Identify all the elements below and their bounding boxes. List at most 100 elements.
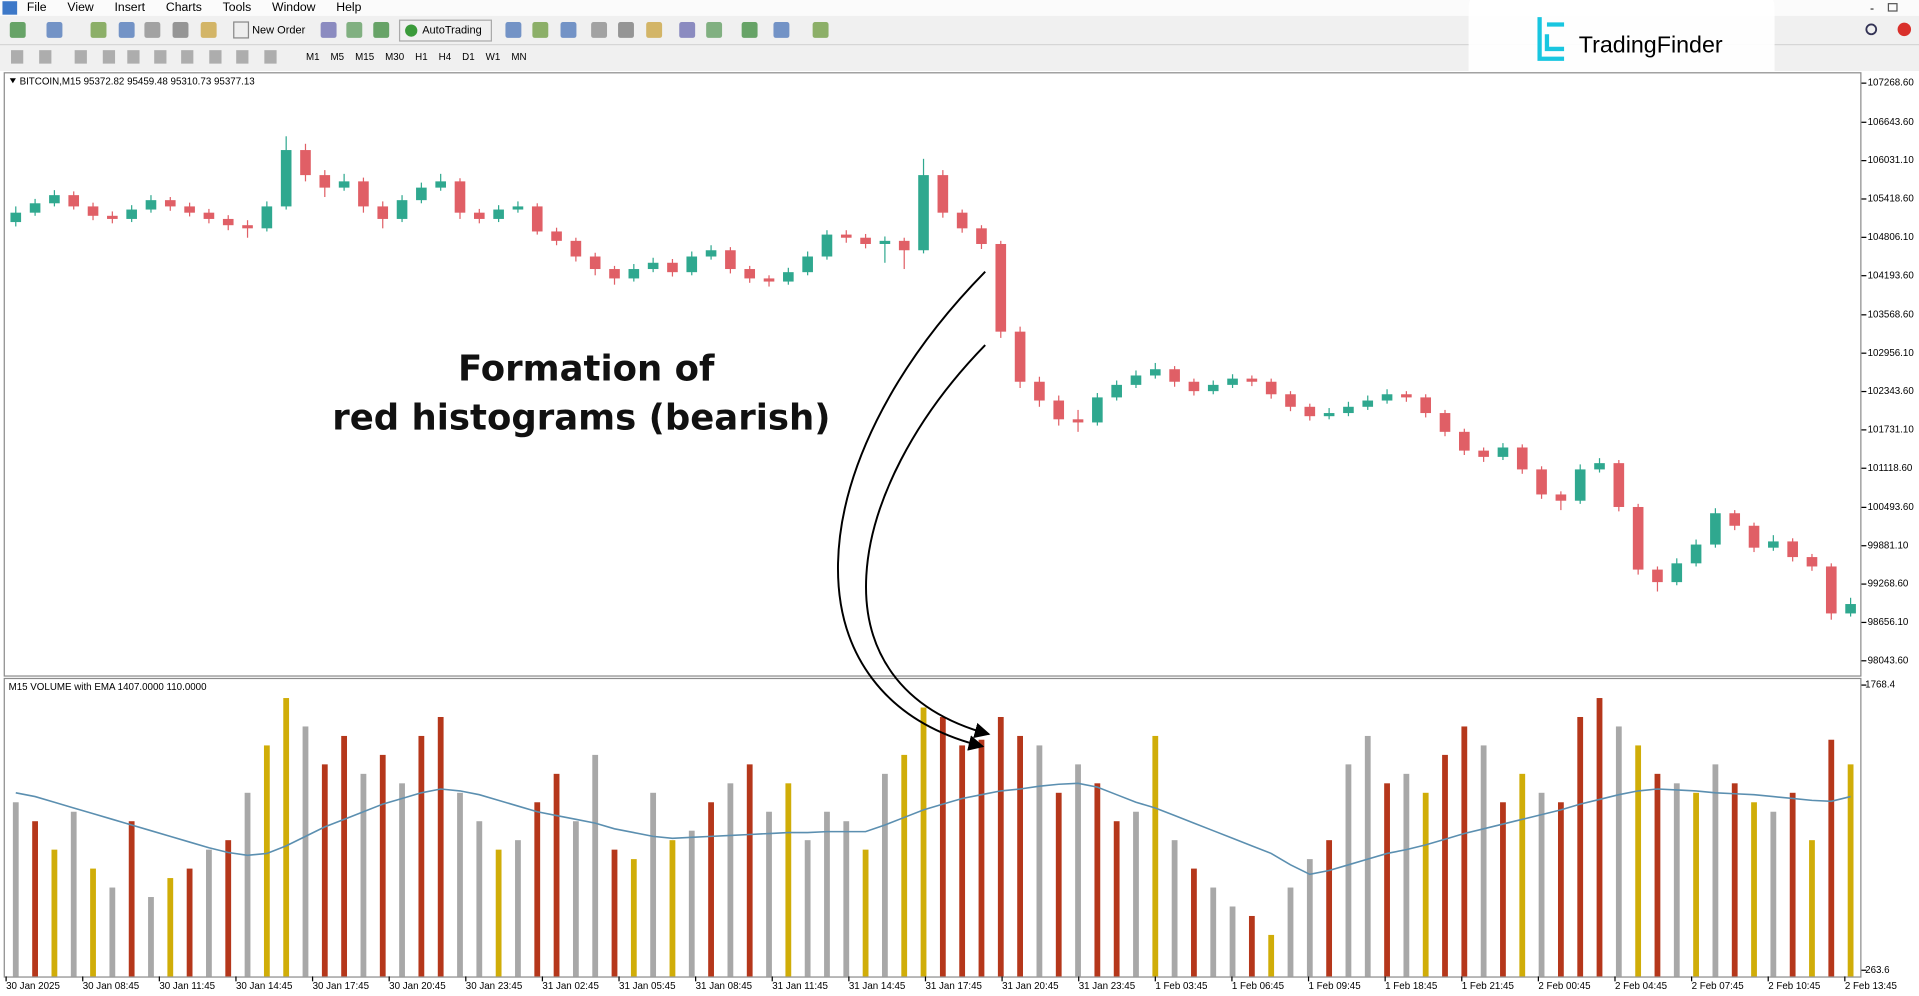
candle-body [454,181,466,213]
drawing-tool[interactable] [102,50,116,64]
volume-bar [1809,840,1815,977]
autotrading-icon[interactable] [405,24,418,37]
menu-item[interactable]: Help [336,0,361,14]
drawing-tool[interactable] [264,50,277,64]
toolbar-button[interactable] [144,22,161,38]
restore-button[interactable] [1887,3,1898,12]
toolbar-button[interactable] [741,22,758,38]
toolbar-button[interactable] [200,22,217,38]
toolbar-button[interactable] [118,22,135,38]
candle-body [107,215,118,219]
timeframe-button[interactable]: W1 [486,52,501,63]
candle-body [416,187,427,201]
candle-body [29,203,41,213]
volume-bar [399,783,405,977]
candle-body [705,250,717,257]
x-tick-label: 1 Feb 09:45 [1309,981,1362,992]
toolbar-button[interactable] [90,22,107,38]
volume-bar [206,849,212,977]
volume-bar [727,783,734,977]
volume-bar [379,754,386,977]
timeframe-button[interactable]: M15 [355,52,375,63]
timeframe-button[interactable]: H1 [415,52,427,63]
search-button[interactable] [1865,23,1878,36]
toolbar-button[interactable] [346,22,363,38]
menu-item[interactable]: File [27,0,47,14]
volume-bar [1191,868,1197,977]
timeframe-button[interactable]: M5 [331,52,345,63]
candle-body [10,212,22,223]
y-tick-label: 98656.10 [1868,617,1909,628]
candle-body [918,175,929,251]
y-tick-label: 104806.10 [1868,232,1915,243]
timeframe-toolbar: M1 M5 M15 M30 H1 H4 D1 W1 MN [11,50,527,64]
timeframe-button[interactable]: M30 [385,52,405,63]
autotrading-button[interactable]: AutoTrading [422,24,482,36]
volume-bar [1036,745,1043,977]
x-tick-label: 30 Jan 11:45 [159,981,215,992]
toolbar-button[interactable] [618,22,634,38]
toolbar-button[interactable] [646,22,663,38]
volume-bar [321,764,328,977]
notifications-button[interactable] [1897,22,1912,37]
volume-bar [1364,735,1371,977]
toolbar-button[interactable] [773,22,790,38]
drawing-tool[interactable] [209,50,222,64]
menu-item[interactable]: Window [272,0,316,14]
x-tick-label: 31 Jan 23:45 [1079,981,1136,992]
candle-body [589,256,601,270]
x-tick-label: 31 Jan 08:45 [696,981,753,992]
drawing-tool[interactable] [74,50,87,64]
drawing-tool[interactable] [181,50,194,64]
x-tick-label: 2 Feb 07:45 [1692,981,1745,992]
toolbar-button[interactable] [9,22,26,38]
new-order-button[interactable]: New Order [252,24,306,36]
candle-body [1362,400,1374,407]
volume-bar [959,745,966,977]
candle-body [1227,378,1238,385]
toolbar-button[interactable] [505,22,522,38]
menu-item[interactable]: Insert [115,0,146,14]
candle-body [1613,463,1625,507]
timeframe-button[interactable]: D1 [462,52,474,63]
candle-body [879,240,891,244]
volume-bar [70,811,77,977]
candle-body [1072,419,1084,423]
drawing-tool[interactable] [127,50,140,64]
chart-menu-triangle[interactable] [9,78,16,84]
candle-body [358,181,369,207]
toolbar-button[interactable] [373,22,390,38]
timeframe-button[interactable]: H4 [439,52,452,63]
volume-bar [263,745,270,977]
new-order-icon[interactable] [233,21,250,39]
volume-bar [997,716,1004,977]
candle-body [551,231,562,241]
drawing-tool[interactable] [154,50,167,64]
candle-body [647,262,659,270]
candle-body [1246,378,1258,382]
toolbar-button[interactable] [812,22,829,38]
drawing-tool[interactable] [11,50,24,64]
drawing-tool[interactable] [39,50,52,64]
candle-body [203,212,215,219]
toolbar-button[interactable] [679,22,696,38]
toolbar-button[interactable] [532,22,549,38]
minimize-button[interactable]: - [1870,1,1874,15]
candle-body [570,240,582,257]
menu-item[interactable]: Charts [166,0,202,14]
toolbar-button[interactable] [320,22,337,38]
candle-body [1207,384,1219,392]
x-tick-label: 30 Jan 14:45 [236,981,293,992]
menu-item[interactable]: Tools [223,0,252,14]
drawing-tool[interactable] [236,50,249,64]
toolbar-button[interactable] [560,22,577,38]
volume-bar [1075,764,1081,977]
toolbar-button[interactable] [591,22,608,38]
timeframe-button[interactable]: M1 [306,52,320,63]
toolbar-button[interactable] [172,22,189,38]
menu-item[interactable]: View [67,0,93,14]
toolbar-button[interactable] [46,22,63,38]
timeframe-button[interactable]: MN [511,52,526,63]
toolbar-button[interactable] [706,22,723,38]
annotation-arrow [837,270,986,751]
